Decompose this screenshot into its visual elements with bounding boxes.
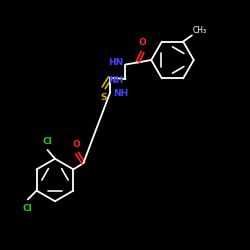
Text: CH₃: CH₃ [193,26,207,35]
Text: O: O [138,38,146,47]
Text: O: O [73,140,80,148]
Text: NH: NH [113,90,128,98]
Text: Cl: Cl [22,204,32,213]
Text: HN: HN [108,58,123,67]
Text: NH: NH [108,76,123,85]
Text: S: S [100,93,106,102]
Text: Cl: Cl [42,136,52,145]
